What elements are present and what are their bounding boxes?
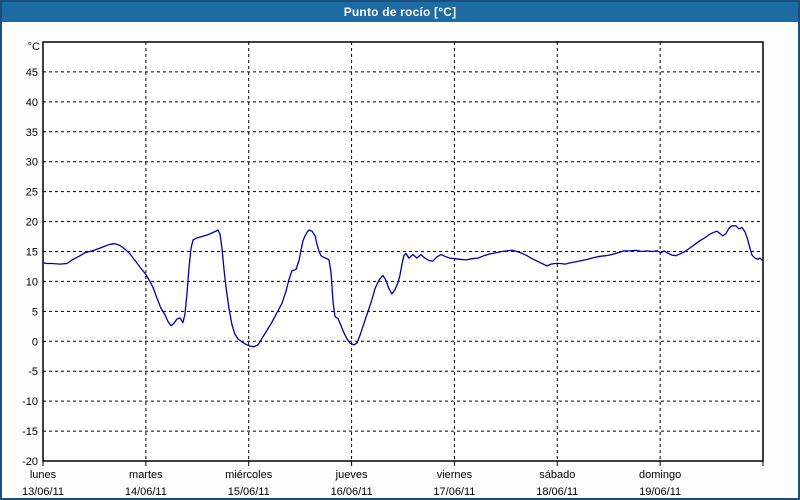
x-axis-day-label: martes [129, 469, 163, 481]
y-axis-tick-label: 5 [32, 306, 38, 318]
x-axis-day-label: lunes [30, 469, 57, 481]
y-axis-tick-label: -5 [28, 366, 38, 378]
x-axis-date-label: 18/06/11 [536, 486, 578, 498]
x-axis-date-label: 13/06/11 [22, 486, 64, 498]
x-axis-day-label: miércoles [225, 469, 273, 481]
x-axis-date-label: 19/06/11 [639, 486, 681, 498]
x-axis-date-label: 16/06/11 [331, 486, 373, 498]
x-axis-day-label: viernes [437, 469, 473, 481]
y-axis-tick-label: 20 [26, 217, 38, 229]
x-axis-date-label: 14/06/11 [125, 486, 167, 498]
chart-title: Punto de rocío [°C] [343, 5, 457, 19]
y-axis-tick-label: 25 [26, 187, 38, 199]
y-axis-tick-label: -20 [22, 456, 38, 468]
dew-point-line [42, 225, 763, 348]
x-axis-date-label: 17/06/11 [433, 486, 475, 498]
y-axis-tick-label: -15 [22, 426, 38, 438]
chart-title-bar: Punto de rocío [°C] [2, 2, 798, 22]
y-axis-unit-label: °C [28, 41, 40, 53]
y-axis-tick-label: 30 [26, 157, 38, 169]
x-axis-day-label: jueves [335, 469, 368, 481]
y-axis-tick-label: 35 [26, 127, 38, 139]
y-axis-tick-label: 45 [26, 67, 38, 79]
y-axis-tick-label: -10 [22, 396, 38, 408]
x-axis-day-label: domingo [639, 469, 681, 481]
y-axis-tick-label: 10 [26, 276, 38, 288]
y-axis-tick-label: 0 [32, 336, 38, 348]
x-axis-date-label: 15/06/11 [228, 486, 270, 498]
y-axis-tick-label: 15 [26, 247, 38, 259]
x-axis-day-label: sábado [539, 469, 575, 481]
plot-border [42, 41, 764, 462]
y-axis-tick-label: 40 [26, 97, 38, 109]
